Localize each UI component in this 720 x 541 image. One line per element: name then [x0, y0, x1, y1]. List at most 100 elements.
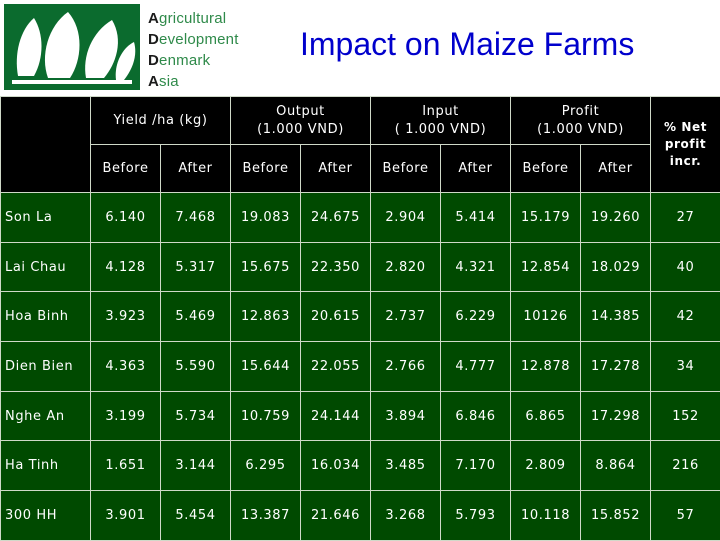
value-cell: 12.878: [511, 342, 581, 392]
value-cell: 22.350: [301, 242, 371, 292]
net-profit-cell: 152: [651, 391, 720, 441]
value-cell: 4.128: [91, 242, 161, 292]
value-cell: 3.901: [91, 491, 161, 541]
value-cell: 14.385: [581, 292, 651, 342]
value-cell: 13.387: [231, 491, 301, 541]
value-cell: 6.229: [441, 292, 511, 342]
logo-line-3: Denmark: [148, 50, 239, 71]
value-cell: 6.295: [231, 441, 301, 491]
value-cell: 2.809: [511, 441, 581, 491]
value-cell: 12.863: [231, 292, 301, 342]
value-cell: 3.485: [371, 441, 441, 491]
value-cell: 19.260: [581, 193, 651, 243]
profit-group-header: Profit (1.000 VND): [511, 97, 651, 145]
value-cell: 2.766: [371, 342, 441, 392]
value-cell: 20.615: [301, 292, 371, 342]
value-cell: 15.179: [511, 193, 581, 243]
value-cell: 5.734: [161, 391, 231, 441]
region-name: Hoa Binh: [1, 292, 91, 342]
value-cell: 15.675: [231, 242, 301, 292]
value-cell: 3.144: [161, 441, 231, 491]
value-cell: 18.029: [581, 242, 651, 292]
profit-before-header: Before: [511, 145, 581, 193]
value-cell: 17.278: [581, 342, 651, 392]
value-cell: 3.894: [371, 391, 441, 441]
value-cell: 19.083: [231, 193, 301, 243]
value-cell: 4.363: [91, 342, 161, 392]
value-cell: 22.055: [301, 342, 371, 392]
value-cell: 5.317: [161, 242, 231, 292]
value-cell: 24.675: [301, 193, 371, 243]
slide-header: Agricultural Development Denmark Asia Im…: [0, 0, 720, 96]
net-profit-header: % Net profit incr.: [651, 97, 720, 193]
region-name: Lai Chau: [1, 242, 91, 292]
value-cell: 3.199: [91, 391, 161, 441]
value-cell: 5.414: [441, 193, 511, 243]
slide-title: Impact on Maize Farms: [300, 26, 634, 63]
region-name: Dien Bien: [1, 342, 91, 392]
net-profit-cell: 40: [651, 242, 720, 292]
net-profit-cell: 57: [651, 491, 720, 541]
profit-after-header: After: [581, 145, 651, 193]
input-before-header: Before: [371, 145, 441, 193]
logo-line-1: Agricultural: [148, 8, 239, 29]
leaf-logo-icon: [4, 4, 140, 90]
output-before-header: Before: [231, 145, 301, 193]
yield-group-header: Yield /ha (kg): [91, 97, 231, 145]
value-cell: 8.864: [581, 441, 651, 491]
value-cell: 5.793: [441, 491, 511, 541]
sub-header-row: Before After Before After Before After B…: [1, 145, 720, 193]
value-cell: 2.737: [371, 292, 441, 342]
value-cell: 15.852: [581, 491, 651, 541]
net-profit-cell: 42: [651, 292, 720, 342]
value-cell: 6.865: [511, 391, 581, 441]
region-name: Ha Tinh: [1, 441, 91, 491]
value-cell: 2.820: [371, 242, 441, 292]
value-cell: 4.321: [441, 242, 511, 292]
logo-line-2: Development: [148, 29, 239, 50]
maize-impact-table: Yield /ha (kg) Output (1.000 VND) Input …: [0, 96, 720, 541]
value-cell: 16.034: [301, 441, 371, 491]
value-cell: 5.454: [161, 491, 231, 541]
region-name: Nghe An: [1, 391, 91, 441]
value-cell: 15.644: [231, 342, 301, 392]
value-cell: 4.777: [441, 342, 511, 392]
value-cell: 1.651: [91, 441, 161, 491]
region-name: Son La: [1, 193, 91, 243]
net-profit-cell: 34: [651, 342, 720, 392]
value-cell: 24.144: [301, 391, 371, 441]
value-cell: 21.646: [301, 491, 371, 541]
corner-cell: [1, 97, 91, 193]
logo-line-4: Asia: [148, 71, 239, 92]
value-cell: 10126: [511, 292, 581, 342]
yield-after-header: After: [161, 145, 231, 193]
value-cell: 3.923: [91, 292, 161, 342]
value-cell: 2.904: [371, 193, 441, 243]
value-cell: 17.298: [581, 391, 651, 441]
value-cell: 6.140: [91, 193, 161, 243]
value-cell: 6.846: [441, 391, 511, 441]
group-header-row: Yield /ha (kg) Output (1.000 VND) Input …: [1, 97, 720, 145]
value-cell: 7.170: [441, 441, 511, 491]
value-cell: 10.759: [231, 391, 301, 441]
organization-name: Agricultural Development Denmark Asia: [148, 8, 239, 92]
yield-before-header: Before: [91, 145, 161, 193]
input-group-header: Input ( 1.000 VND): [371, 97, 511, 145]
output-group-header: Output (1.000 VND): [231, 97, 371, 145]
net-profit-cell: 216: [651, 441, 720, 491]
input-after-header: After: [441, 145, 511, 193]
value-cell: 5.590: [161, 342, 231, 392]
value-cell: 10.118: [511, 491, 581, 541]
adda-logo-icon: [4, 4, 140, 90]
region-name: 300 HH: [1, 491, 91, 541]
value-cell: 12.854: [511, 242, 581, 292]
value-cell: 7.468: [161, 193, 231, 243]
